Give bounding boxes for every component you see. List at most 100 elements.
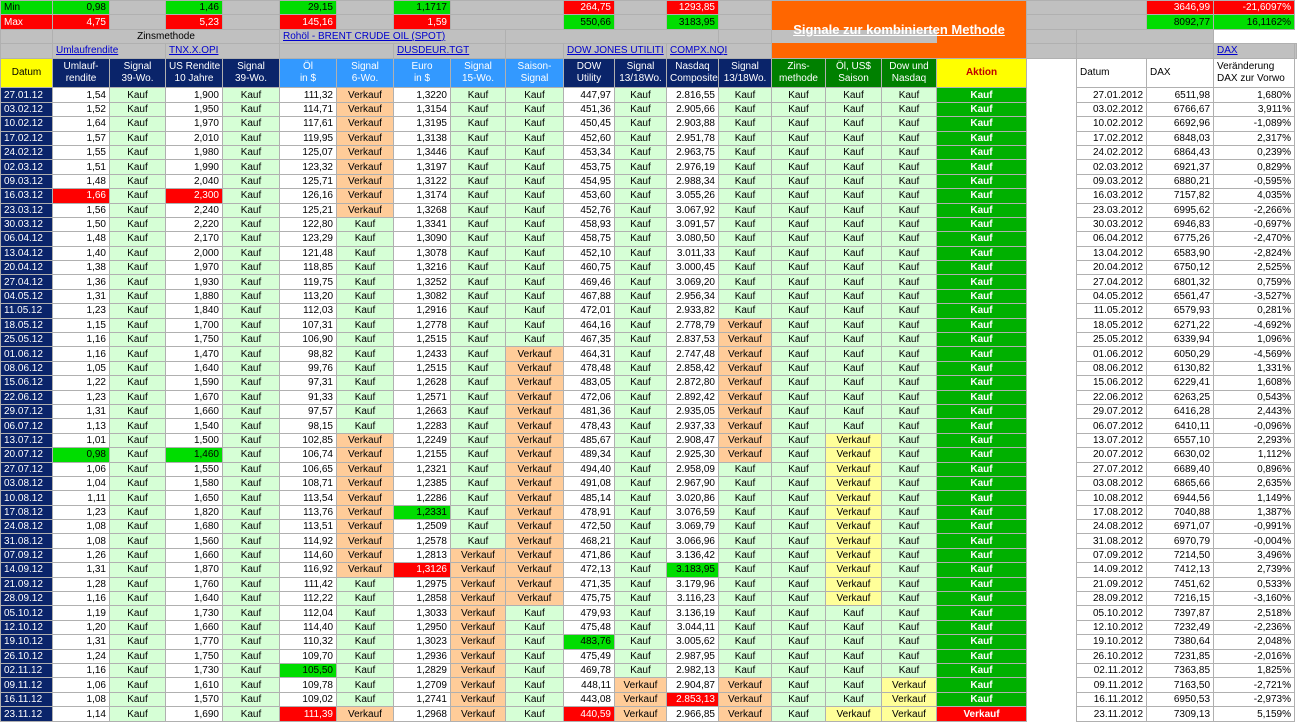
combined-signal-cell[interactable]: Kauf <box>825 216 882 233</box>
signal-cell[interactable]: Kauf <box>336 260 394 276</box>
date-cell[interactable]: 24.02.12 <box>0 144 53 161</box>
value-cell[interactable]: 458,93 <box>563 216 615 233</box>
combined-signal-cell[interactable]: Kauf <box>771 360 826 377</box>
signal-cell[interactable]: Kauf <box>450 159 506 175</box>
value-cell[interactable]: 3.055,26 <box>666 188 719 204</box>
combined-signal-cell[interactable]: Kauf <box>771 216 826 233</box>
value-cell[interactable]: 1,16 <box>52 332 110 348</box>
value-cell[interactable]: 1,980 <box>165 144 223 161</box>
aktion-cell[interactable]: Kauf <box>935 159 1028 175</box>
signal-cell[interactable]: Kauf <box>109 317 166 334</box>
value-cell[interactable]: 3.000,45 <box>666 260 719 276</box>
signal-cell[interactable]: Kauf <box>614 634 667 650</box>
signal-cell[interactable]: Kauf <box>336 691 394 708</box>
signal-cell[interactable]: Verkauf <box>450 591 506 607</box>
signal-cell[interactable]: Kauf <box>109 130 166 146</box>
signal-cell[interactable]: Kauf <box>614 202 667 218</box>
value-cell[interactable]: 1,54 <box>52 87 110 103</box>
signal-cell[interactable]: Kauf <box>718 159 772 175</box>
dax-change-cell[interactable]: 1,825% <box>1213 662 1296 679</box>
value-cell[interactable]: 1,460 <box>165 447 223 463</box>
signal-cell[interactable]: Kauf <box>222 188 280 204</box>
combined-signal-cell[interactable]: Kauf <box>881 648 937 665</box>
signal-cell[interactable]: Kauf <box>614 461 667 477</box>
value-cell[interactable]: 3.136,42 <box>666 547 719 564</box>
dax-date-cell[interactable]: 10.08.2012 <box>1076 490 1148 506</box>
value-cell[interactable]: 1,840 <box>165 303 223 319</box>
signal-cell[interactable]: Kauf <box>222 231 280 247</box>
combined-signal-cell[interactable]: Kauf <box>771 576 826 593</box>
signal-cell[interactable]: Verkauf <box>336 188 394 204</box>
combined-signal-cell[interactable]: Kauf <box>771 662 826 679</box>
date-cell[interactable]: 17.02.12 <box>0 130 53 146</box>
value-cell[interactable]: 447,97 <box>563 87 615 103</box>
signal-cell[interactable]: Kauf <box>450 360 506 377</box>
combined-signal-cell[interactable]: Kauf <box>771 619 826 636</box>
value-cell[interactable]: 2.837,53 <box>666 332 719 348</box>
value-cell[interactable]: 1,580 <box>165 475 223 492</box>
signal-cell[interactable]: Kauf <box>109 706 166 722</box>
signal-cell[interactable]: Kauf <box>505 332 564 348</box>
signal-cell[interactable]: Verkauf <box>718 418 772 434</box>
signal-cell[interactable]: Kauf <box>222 648 280 665</box>
date-cell[interactable]: 21.09.12 <box>0 576 53 593</box>
signal-cell[interactable]: Kauf <box>505 130 564 146</box>
dax-change-cell[interactable]: 0,759% <box>1213 274 1296 290</box>
combined-signal-cell[interactable]: Kauf <box>881 130 937 146</box>
signal-cell[interactable]: Verkauf <box>450 677 506 693</box>
value-cell[interactable]: 1,15 <box>52 317 110 334</box>
combined-signal-cell[interactable]: Kauf <box>771 245 826 262</box>
dax-value-cell[interactable]: 6970,79 <box>1146 533 1215 549</box>
signal-cell[interactable]: Kauf <box>336 303 394 319</box>
value-cell[interactable]: 2.853,13 <box>666 691 719 708</box>
combined-signal-cell[interactable]: Kauf <box>881 303 937 319</box>
combined-signal-cell[interactable]: Kauf <box>825 144 882 161</box>
signal-cell[interactable]: Kauf <box>109 619 166 636</box>
value-cell[interactable]: 3.020,86 <box>666 490 719 506</box>
value-cell[interactable]: 3.183,95 <box>666 562 719 578</box>
value-cell[interactable]: 3.179,96 <box>666 576 719 593</box>
dax-value-cell[interactable]: 6950,53 <box>1146 691 1215 708</box>
value-cell[interactable]: 3.076,59 <box>666 504 719 521</box>
dax-change-cell[interactable]: -2,470% <box>1213 231 1296 247</box>
value-cell[interactable]: 1,2950 <box>393 619 451 636</box>
value-cell[interactable]: 464,16 <box>563 317 615 334</box>
value-cell[interactable]: 1,2283 <box>393 418 451 434</box>
signal-cell[interactable]: Kauf <box>222 619 280 636</box>
dax-value-cell[interactable]: 7380,64 <box>1146 634 1215 650</box>
combined-signal-cell[interactable]: Kauf <box>881 260 937 276</box>
dax-change-cell[interactable]: 2,293% <box>1213 432 1296 449</box>
value-cell[interactable]: 1,2249 <box>393 432 451 449</box>
aktion-cell[interactable]: Kauf <box>935 490 1028 506</box>
combined-signal-cell[interactable]: Kauf <box>825 260 882 276</box>
combined-signal-cell[interactable]: Kauf <box>881 461 937 477</box>
value-cell[interactable]: 478,48 <box>563 360 615 377</box>
dax-date-cell[interactable]: 02.03.2012 <box>1076 159 1148 175</box>
value-cell[interactable]: 113,54 <box>279 490 337 506</box>
dax-value-cell[interactable]: 6511,98 <box>1146 87 1215 103</box>
value-cell[interactable]: 1,2515 <box>393 332 451 348</box>
value-cell[interactable]: 2,040 <box>165 173 223 190</box>
signal-cell[interactable]: Kauf <box>109 418 166 434</box>
combined-signal-cell[interactable]: Kauf <box>825 605 882 621</box>
dax-value-cell[interactable]: 6692,96 <box>1146 116 1215 132</box>
signal-cell[interactable]: Verkauf <box>336 533 394 549</box>
aktion-cell[interactable]: Verkauf <box>935 706 1028 722</box>
value-cell[interactable]: 1,3033 <box>393 605 451 621</box>
signal-cell[interactable]: Kauf <box>614 101 667 118</box>
combined-signal-cell[interactable]: Kauf <box>881 403 937 420</box>
signal-cell[interactable]: Verkauf <box>718 403 772 420</box>
value-cell[interactable]: 2,220 <box>165 216 223 233</box>
combined-signal-cell[interactable]: Kauf <box>881 605 937 621</box>
signal-cell[interactable]: Kauf <box>109 231 166 247</box>
combined-signal-cell[interactable]: Kauf <box>825 389 882 405</box>
aktion-cell[interactable]: Kauf <box>935 231 1028 247</box>
dax-change-cell[interactable]: 4,035% <box>1213 188 1296 204</box>
combined-signal-cell[interactable]: Kauf <box>881 447 937 463</box>
value-cell[interactable]: 443,08 <box>563 691 615 708</box>
link-dusdeur[interactable]: DUSDEUR.TGT <box>393 43 506 59</box>
signal-cell[interactable]: Kauf <box>505 691 564 708</box>
signal-cell[interactable]: Verkauf <box>450 648 506 665</box>
dax-value-cell[interactable]: 6689,40 <box>1146 461 1215 477</box>
signal-cell[interactable]: Verkauf <box>336 101 394 118</box>
